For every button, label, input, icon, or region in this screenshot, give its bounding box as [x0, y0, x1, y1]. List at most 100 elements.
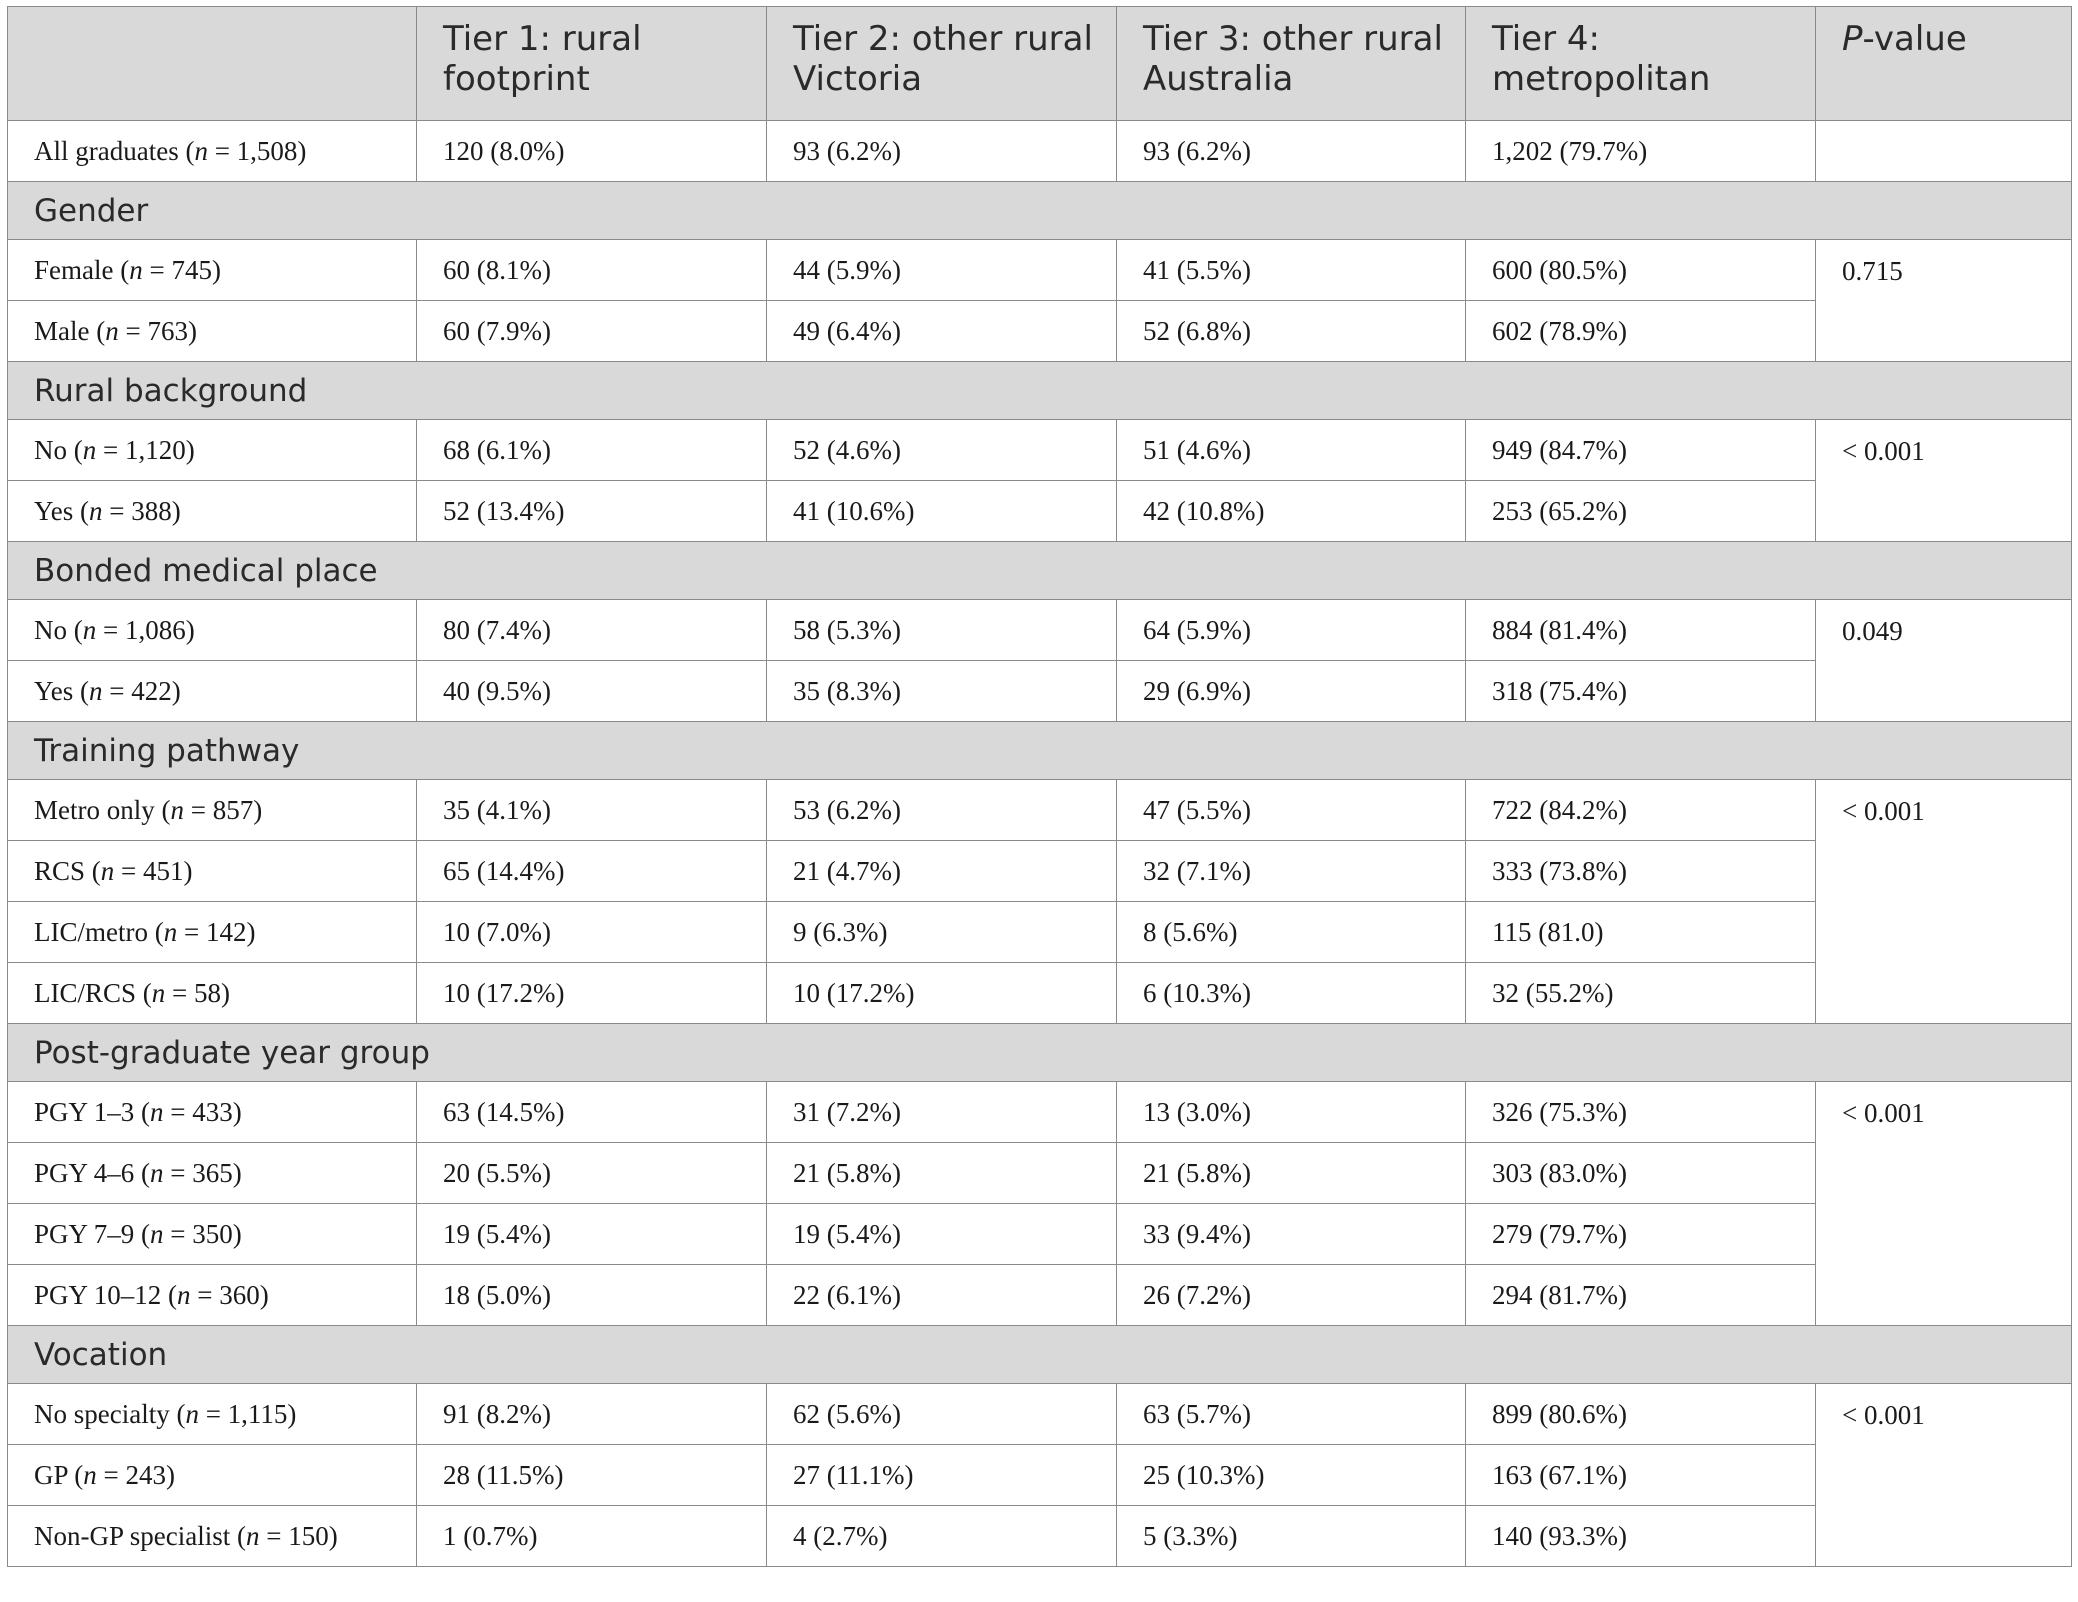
- label-pre: PGY 4–6 (: [34, 1157, 151, 1188]
- n-symbol: n: [177, 1279, 191, 1310]
- cell-tier-4: 333 (73.8%): [1465, 840, 1816, 902]
- cell-tier-1: 10 (7.0%): [416, 901, 767, 963]
- cell-tier-4: 253 (65.2%): [1465, 480, 1816, 542]
- label-pre: Yes (: [34, 675, 90, 706]
- row-label: No (n = 1,086): [7, 599, 417, 661]
- cell-tier-2: 62 (5.6%): [766, 1383, 1117, 1445]
- n-symbol: n: [150, 1096, 164, 1127]
- cell-tier-4: 899 (80.6%): [1465, 1383, 1816, 1445]
- table-row: PGY 10–12 (n = 360) 18 (5.0%) 22 (6.1%) 26 …: [7, 1264, 2072, 1326]
- cell-tier-2: 21 (5.8%): [766, 1142, 1117, 1204]
- label-post: = 243): [96, 1459, 175, 1490]
- table-row: No (n = 1,086) 80 (7.4%) 58 (5.3%) 64 (5.9%…: [7, 599, 2072, 722]
- n-symbol: n: [89, 675, 103, 706]
- cell-tier-2: 58 (5.3%): [766, 599, 1117, 661]
- cell-tier-3: 26 (7.2%): [1116, 1264, 1466, 1326]
- cell-tier-4: 722 (84.2%): [1465, 779, 1816, 841]
- table-row: No specialty (n = 1,115) 91 (8.2%) 62 (5.6…: [7, 1383, 2072, 1567]
- header-cell-empty: [7, 6, 417, 121]
- row-label: No (n = 1,120): [7, 419, 417, 481]
- cell-tier-3: 47 (5.5%): [1116, 779, 1466, 841]
- row-label: PGY 4–6 (n = 365): [7, 1142, 417, 1204]
- cell-tier-3: 64 (5.9%): [1116, 599, 1466, 661]
- table-row: PGY 1–3 (n = 433) 63 (14.5%) 31 (7.2%) 13 (…: [7, 1081, 2072, 1326]
- cell-tier-4: 326 (75.3%): [1465, 1081, 1816, 1143]
- row-label: Yes (n = 388): [7, 480, 417, 542]
- table-container: Tier 1: rural footprint Tier 2: other ru…: [7, 6, 2072, 1567]
- cell-tier-1: 20 (5.5%): [416, 1142, 767, 1204]
- table-row: Yes (n = 422) 40 (9.5%) 35 (8.3%) 29 (6.9%)…: [7, 660, 2072, 722]
- cell-tier-1: 1 (0.7%): [416, 1505, 767, 1567]
- cell-p-value: < 0.001: [1815, 419, 2072, 542]
- cell-tier-4: 949 (84.7%): [1465, 419, 1816, 481]
- cell-tier-2: 10 (17.2%): [766, 962, 1117, 1024]
- label-pre: LIC/metro (: [34, 916, 164, 947]
- cell-p-value: 0.049: [1815, 599, 2072, 722]
- label-post: = 745): [142, 254, 221, 285]
- table-body: All graduates (n = 1,508) 120 (8.0%) 93 …: [7, 120, 2072, 1567]
- label-post: = 58): [165, 977, 230, 1008]
- cell-tier-4: 32 (55.2%): [1465, 962, 1816, 1024]
- header-p-italic: P: [1842, 19, 1863, 59]
- cell-tier-3: 13 (3.0%): [1116, 1081, 1466, 1143]
- section-title: Vocation: [7, 1325, 2072, 1384]
- cell-tier-1: 60 (7.9%): [416, 300, 767, 362]
- section-title: Bonded medical place: [7, 541, 2072, 600]
- cell-tier-4: 294 (81.7%): [1465, 1264, 1816, 1326]
- table-row: Non-GP specialist (n = 150) 1 (0.7%) 4 (2.…: [7, 1505, 2072, 1567]
- header-tier-4: Tier 4: metropolitan: [1465, 6, 1816, 121]
- cell-tier-3: 93 (6.2%): [1116, 120, 1466, 182]
- table-row: Yes (n = 388) 52 (13.4%) 41 (10.6%) 42 (10.…: [7, 480, 2072, 542]
- cell-tier-3: 25 (10.3%): [1116, 1444, 1466, 1506]
- n-symbol: n: [150, 1157, 164, 1188]
- n-symbol: n: [163, 916, 178, 947]
- section-row: Rural background: [7, 361, 2072, 420]
- row-label: PGY 1–3 (n = 433): [7, 1081, 417, 1143]
- table-row: Female (n = 745) 60 (8.1%) 44 (5.9%) 41 (5.…: [7, 239, 2072, 362]
- row-label: Yes (n = 422): [7, 660, 417, 722]
- cell-tier-3: 41 (5.5%): [1116, 239, 1466, 301]
- n-symbol: n: [83, 1459, 97, 1490]
- cell-tier-1: 80 (7.4%): [416, 599, 767, 661]
- label-post: = 350): [163, 1218, 242, 1249]
- cell-p-value: < 0.001: [1815, 1383, 2072, 1567]
- cell-tier-2: 21 (4.7%): [766, 840, 1117, 902]
- cell-tier-2: 22 (6.1%): [766, 1264, 1117, 1326]
- cell-tier-1: 68 (6.1%): [416, 419, 767, 481]
- header-tier-3: Tier 3: other rural Australia: [1116, 6, 1466, 121]
- row-label: All graduates (n = 1,508): [7, 120, 417, 182]
- row-label: LIC/RCS (n = 58): [7, 962, 417, 1024]
- cell-tier-2: 52 (4.6%): [766, 419, 1117, 481]
- row-label: Male (n = 763): [7, 300, 417, 362]
- cell-tier-2: 4 (2.7%): [766, 1505, 1117, 1567]
- cell-tier-2: 44 (5.9%): [766, 239, 1117, 301]
- n-symbol: n: [170, 794, 184, 825]
- cell-p-value: < 0.001: [1815, 1081, 2072, 1326]
- cell-tier-2: 53 (6.2%): [766, 779, 1117, 841]
- cell-p-value: [1815, 120, 2072, 182]
- row-label: Non-GP specialist (n = 150): [7, 1505, 417, 1567]
- table-row: GP (n = 243) 28 (11.5%) 27 (11.1%) 25 (10.3…: [7, 1444, 2072, 1506]
- table-row: No (n = 1,120) 68 (6.1%) 52 (4.6%) 51 (4.6%…: [7, 419, 2072, 542]
- cell-tier-1: 35 (4.1%): [416, 779, 767, 841]
- label-pre: GP (: [34, 1459, 84, 1490]
- label-post: = 142): [177, 916, 256, 947]
- cell-tier-1: 65 (14.4%): [416, 840, 767, 902]
- data-table: Tier 1: rural footprint Tier 2: other ru…: [7, 6, 2072, 1567]
- row-label: Metro only (n = 857): [7, 779, 417, 841]
- section-row: Vocation: [7, 1325, 2072, 1384]
- n-symbol: n: [82, 614, 97, 645]
- cell-tier-1: 28 (11.5%): [416, 1444, 767, 1506]
- label-post: = 1,086): [96, 614, 195, 645]
- header-p-value: P-value: [1815, 6, 2072, 121]
- cell-tier-3: 21 (5.8%): [1116, 1142, 1466, 1204]
- cell-tier-4: 303 (83.0%): [1465, 1142, 1816, 1204]
- label-pre: Female (: [34, 254, 130, 285]
- section-row: Gender: [7, 181, 2072, 240]
- cell-tier-4: 602 (78.9%): [1465, 300, 1816, 362]
- table-row-all-graduates: All graduates (n = 1,508) 120 (8.0%) 93 …: [7, 120, 2072, 182]
- cell-tier-1: 63 (14.5%): [416, 1081, 767, 1143]
- label-pre: Non-GP specialist (: [34, 1520, 246, 1551]
- label-pre: Metro only (: [34, 794, 171, 825]
- header-row: Tier 1: rural footprint Tier 2: other ru…: [7, 6, 2072, 121]
